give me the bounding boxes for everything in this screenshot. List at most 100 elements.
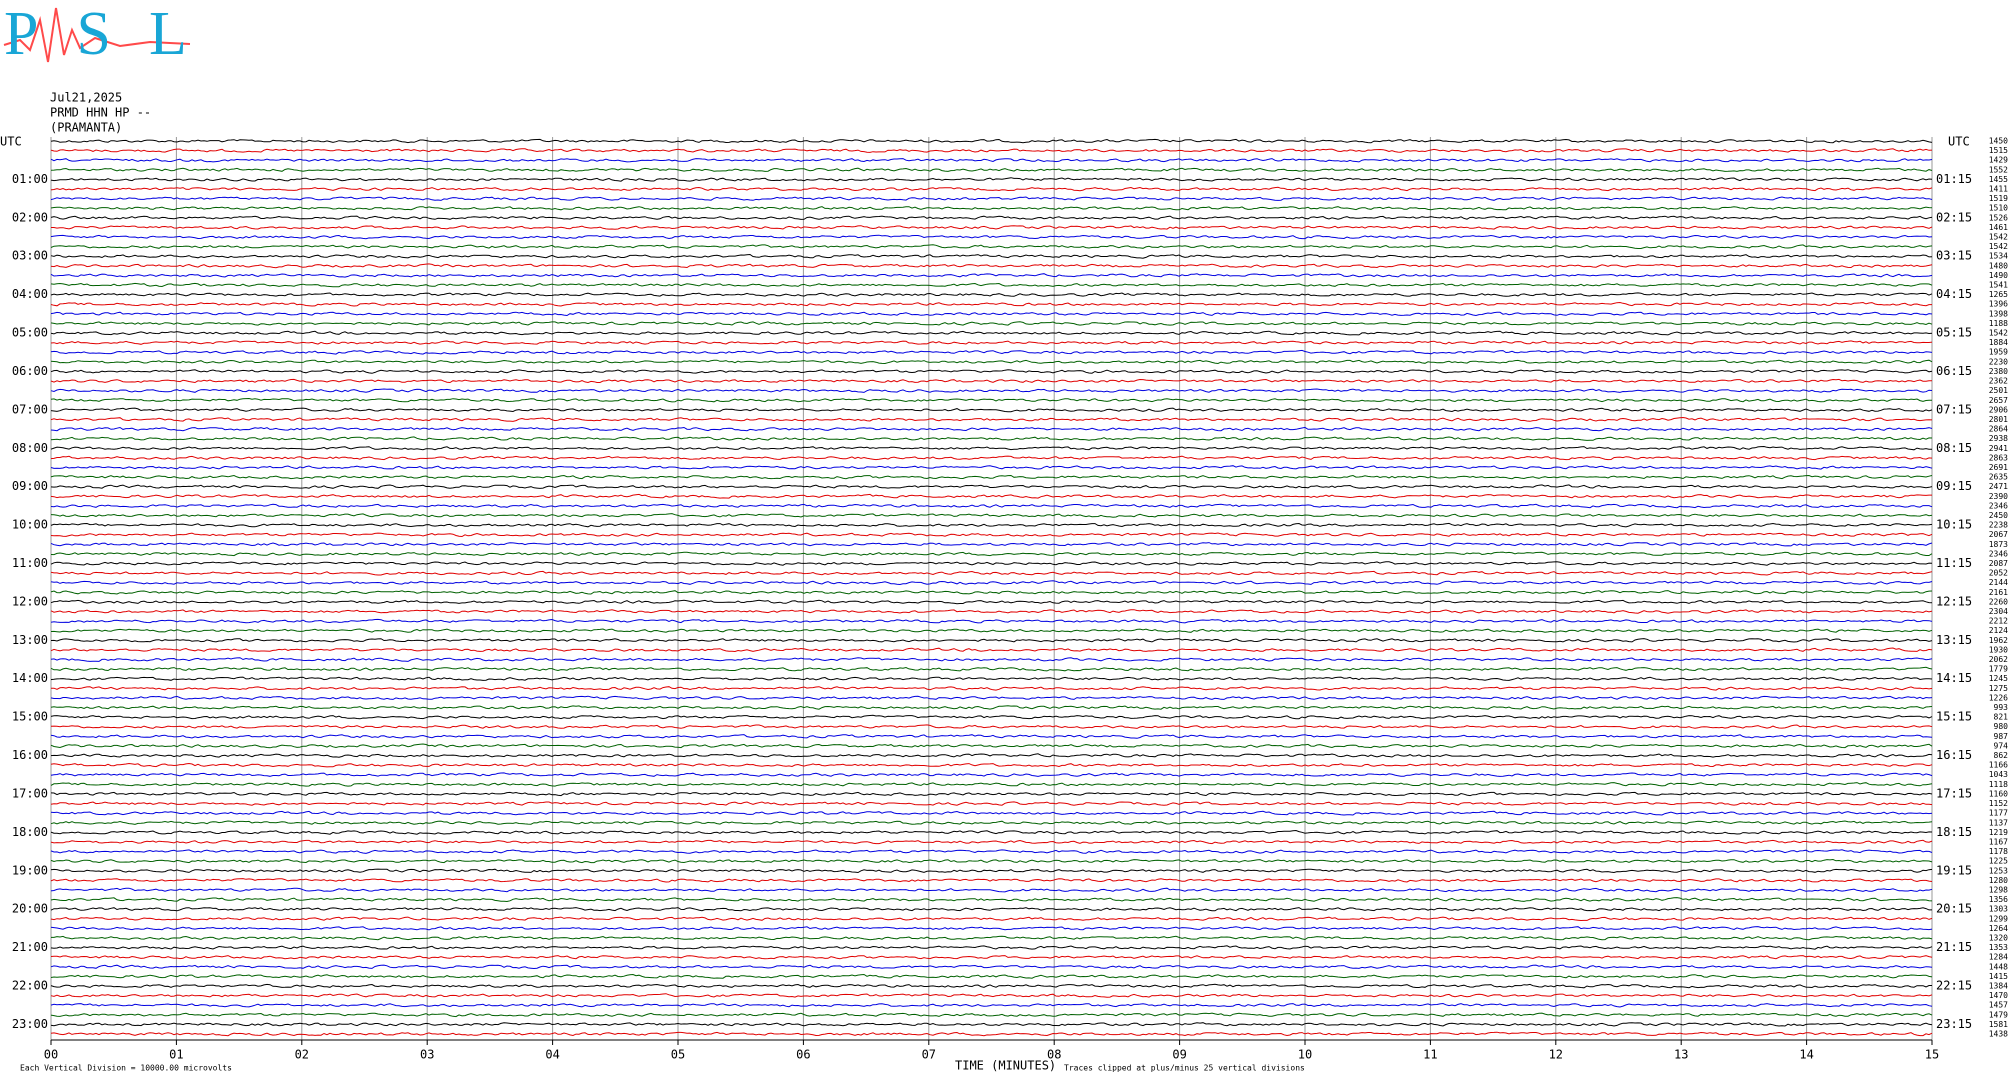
hour-label: 11:00 [12,556,48,570]
trace [50,397,1932,403]
scale-value: 1166 [1989,761,2008,770]
trace [50,849,1933,854]
trace [50,647,1933,653]
trace [50,253,1933,259]
trace [50,695,1933,700]
x-tick-label: 06 [796,1048,810,1062]
scale-value: 2212 [1989,617,2008,626]
trace [50,993,1933,998]
trace [51,225,1933,230]
scale-value: 1411 [1989,185,2008,194]
scale-value: 2144 [1989,578,2008,587]
trace [50,542,1933,547]
scale-value: 1479 [1989,1010,2008,1019]
trace [50,388,1933,393]
scale-value: 2124 [1989,626,2008,635]
scale-value: 1873 [1989,540,2008,549]
scale-value: 1384 [1989,981,2008,990]
trace [50,493,1932,499]
trace [50,292,1933,297]
scale-value: 1298 [1989,885,2008,894]
scale-value: 2238 [1989,521,2008,530]
trace [50,158,1933,163]
trace [50,666,1933,672]
logo-wave [3,7,191,63]
trace [50,532,1933,538]
x-tick-label: 02 [295,1048,309,1062]
trace [50,580,1933,586]
scale-value: 1396 [1989,300,2008,309]
trace [50,983,1932,989]
scale-value: 2380 [1989,367,2008,376]
scale-value: 993 [1994,703,2009,712]
trace [50,465,1933,470]
hour-label: 12:00 [12,594,48,608]
scale-value: 1480 [1989,261,2008,270]
trace [50,782,1933,787]
trace [50,484,1933,489]
scale-value: 1167 [1989,837,2008,846]
trace [50,148,1933,153]
end-label: 09:15 [1936,479,1972,493]
scale-value: 1959 [1989,348,2008,357]
scale-value: 1542 [1989,242,2008,251]
scale-value: 1542 [1989,233,2008,242]
end-label: 06:15 [1936,364,1972,378]
scale-value: 1930 [1989,645,2008,654]
scale-value: 1455 [1989,175,2008,184]
scale-value: 1226 [1989,693,2008,702]
trace [50,244,1933,249]
scale-value: 2938 [1989,434,2008,443]
scale-note: Each Vertical Division = 10000.00 microv… [20,1064,232,1073]
trace [50,273,1933,278]
scale-value: 2390 [1989,492,2008,501]
hour-label: 05:00 [12,326,48,340]
end-label: 18:15 [1936,825,1972,839]
hour-label: 17:00 [12,786,48,800]
trace [50,868,1933,874]
x-tick-label: 11 [1423,1048,1437,1062]
end-label: 02:15 [1936,210,1972,224]
station: PRMD HHN HP -- [50,106,151,120]
hour-label: 08:00 [12,441,48,455]
trace [50,263,1933,269]
scale-value: 1225 [1989,857,2008,866]
trace [50,551,1933,557]
trace [50,762,1933,768]
scale-value: 1534 [1989,252,2008,261]
scale-value: 1177 [1989,809,2008,818]
end-label: 21:15 [1936,940,1972,954]
scale-value: 1457 [1989,1001,2008,1010]
trace [50,215,1933,220]
hour-label: 09:00 [12,479,48,493]
scale-value: 1415 [1989,972,2008,981]
trace [50,753,1933,758]
x-tick-label: 01 [169,1048,183,1062]
trace [51,935,1933,941]
scale-value: 2346 [1989,501,2008,510]
scale-value: 2346 [1989,549,2008,558]
end-label: 17:15 [1936,786,1972,800]
trace [50,369,1933,374]
trace [50,743,1933,749]
scale-value: 2362 [1989,377,2008,386]
x-tick-label: 08 [1047,1048,1061,1062]
scale-value: 1265 [1989,290,2008,299]
x-tick-label: 13 [1674,1048,1688,1062]
scale-value: 980 [1994,722,2009,731]
trace [50,455,1933,461]
trace [50,1031,1933,1037]
scale-value: 1275 [1989,684,2008,693]
trace [50,926,1933,931]
scale-value: 2161 [1989,588,2008,597]
scale-value: 2304 [1989,607,2008,616]
end-label: 10:15 [1936,518,1972,532]
scale-value: 2471 [1989,482,2008,491]
hour-label: 23:00 [12,1017,48,1031]
end-label: 19:15 [1936,863,1972,877]
x-axis-label: TIME (MINUTES) [955,1059,1056,1073]
end-label: 11:15 [1936,556,1972,570]
x-tick-label: 14 [1799,1048,1813,1062]
trace [50,282,1933,288]
logo-text: PSL [4,0,225,68]
